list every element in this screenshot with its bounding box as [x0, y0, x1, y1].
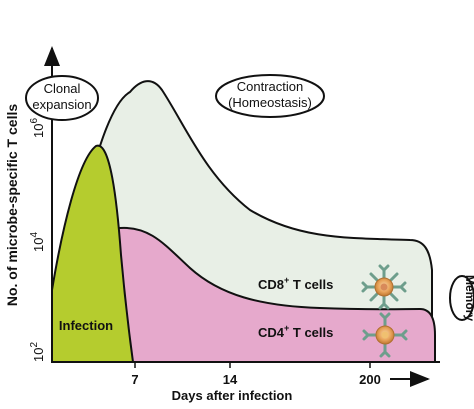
y-tick-10-2: 102	[29, 342, 46, 362]
cd4-cell-icon	[362, 312, 408, 358]
y-tick-10-6: 106	[29, 118, 46, 138]
y-tick-10-4: 104	[29, 232, 46, 252]
x-axis-label: Days after infection	[172, 388, 293, 403]
memory-label: Memory	[463, 275, 474, 321]
cd8-label: CD8+ T cells	[258, 275, 333, 292]
infection-region	[51, 144, 135, 363]
x-tick-7: 7	[131, 372, 138, 387]
clonal-expansion-bubble	[25, 75, 99, 121]
cd4-label: CD4+ T cells	[258, 323, 333, 340]
x-tick-200: 200	[359, 372, 381, 387]
infection-label: Infection	[59, 318, 113, 333]
contraction-bubble	[215, 74, 325, 118]
clonal-expansion-label: Clonal	[44, 81, 81, 96]
contraction-label: Contraction	[237, 79, 303, 94]
cd8-cell-icon	[361, 264, 407, 310]
x-tick-14: 14	[223, 372, 238, 387]
clonal-expansion-label-2: expansion	[32, 97, 91, 112]
y-axis-label: No. of microbe-specific T cells	[4, 104, 20, 306]
memory-bubble	[449, 275, 474, 321]
contraction-label-2: (Homeostasis)	[228, 95, 312, 110]
